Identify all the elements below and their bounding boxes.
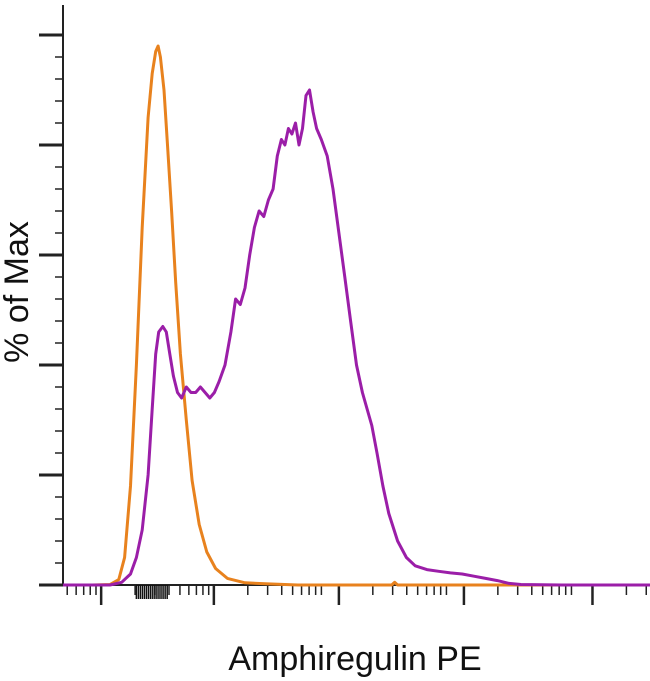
series-line-1 [63, 44, 650, 587]
series-layer [63, 44, 650, 587]
y-axis-title: % of Max [0, 221, 36, 363]
x-axis [63, 584, 650, 605]
y-axis [39, 5, 64, 587]
x-axis-title: Amphiregulin PE [228, 640, 481, 678]
series-line-2 [63, 88, 650, 587]
